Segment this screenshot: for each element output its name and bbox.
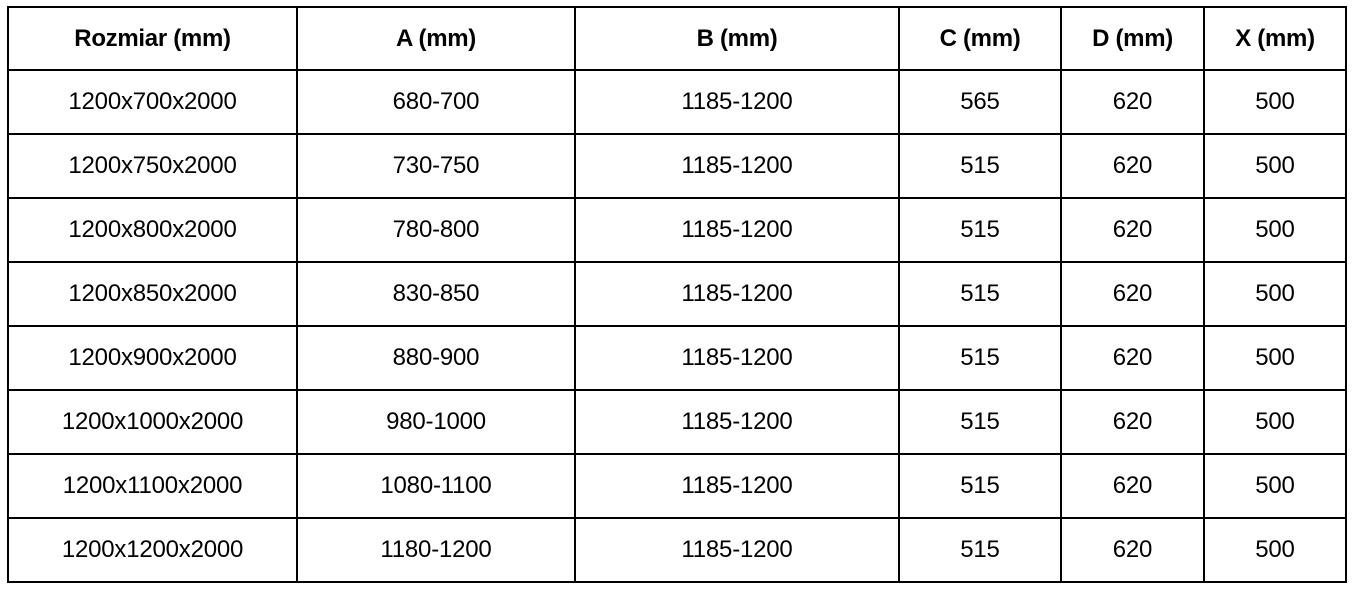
cell-a: 730-750 [296, 133, 576, 199]
cell-a: 880-900 [296, 325, 576, 391]
cell-size: 1200x700x2000 [7, 69, 298, 135]
column-header-d: D (mm) [1060, 6, 1205, 71]
cell-d: 620 [1060, 325, 1205, 391]
cell-b: 1185-1200 [574, 197, 900, 263]
dimensions-table: Rozmiar (mm) A (mm) B (mm) C (mm) D (mm) X (m… [7, 6, 1347, 583]
cell-b: 1185-1200 [574, 389, 900, 455]
cell-c: 515 [898, 453, 1062, 519]
table-row: 1200x1100x2000 1080-1100 1185-1200 515 620 50… [7, 453, 1347, 519]
cell-a: 980-1000 [296, 389, 576, 455]
cell-c: 515 [898, 517, 1062, 583]
table-row: 1200x900x2000 880-900 1185-1200 515 620 500 [7, 325, 1347, 391]
table-row: 1200x1000x2000 980-1000 1185-1200 515 620 500 [7, 389, 1347, 455]
cell-d: 620 [1060, 69, 1205, 135]
column-header-c: C (mm) [898, 6, 1062, 71]
column-header-b: B (mm) [574, 6, 900, 71]
cell-c: 515 [898, 389, 1062, 455]
cell-d: 620 [1060, 453, 1205, 519]
cell-a: 680-700 [296, 69, 576, 135]
table-row: 1200x750x2000 730-750 1185-1200 515 620 500 [7, 133, 1347, 199]
cell-x: 500 [1203, 261, 1347, 327]
cell-a: 830-850 [296, 261, 576, 327]
cell-size: 1200x750x2000 [7, 133, 298, 199]
table-row: 1200x800x2000 780-800 1185-1200 515 620 500 [7, 197, 1347, 263]
cell-d: 620 [1060, 389, 1205, 455]
cell-b: 1185-1200 [574, 261, 900, 327]
cell-b: 1185-1200 [574, 453, 900, 519]
cell-x: 500 [1203, 69, 1347, 135]
cell-b: 1185-1200 [574, 133, 900, 199]
cell-c: 515 [898, 133, 1062, 199]
cell-d: 620 [1060, 517, 1205, 583]
cell-d: 620 [1060, 133, 1205, 199]
cell-size: 1200x850x2000 [7, 261, 298, 327]
cell-x: 500 [1203, 325, 1347, 391]
cell-x: 500 [1203, 389, 1347, 455]
cell-b: 1185-1200 [574, 325, 900, 391]
table-row: 1200x1200x2000 1180-1200 1185-1200 515 620 50… [7, 517, 1347, 583]
header-row: Rozmiar (mm) A (mm) B (mm) C (mm) D (mm) X (m… [7, 6, 1347, 71]
cell-a: 1080-1100 [296, 453, 576, 519]
column-header-size: Rozmiar (mm) [7, 6, 298, 71]
cell-a: 1180-1200 [296, 517, 576, 583]
cell-c: 515 [898, 197, 1062, 263]
cell-x: 500 [1203, 453, 1347, 519]
cell-size: 1200x900x2000 [7, 325, 298, 391]
cell-b: 1185-1200 [574, 517, 900, 583]
cell-c: 515 [898, 261, 1062, 327]
cell-c: 515 [898, 325, 1062, 391]
table-row: 1200x700x2000 680-700 1185-1200 565 620 500 [7, 69, 1347, 135]
cell-x: 500 [1203, 197, 1347, 263]
table-row: 1200x850x2000 830-850 1185-1200 515 620 500 [7, 261, 1347, 327]
column-header-a: A (mm) [296, 6, 576, 71]
cell-d: 620 [1060, 197, 1205, 263]
cell-d: 620 [1060, 261, 1205, 327]
cell-size: 1200x1000x2000 [7, 389, 298, 455]
column-header-x: X (mm) [1203, 6, 1347, 71]
cell-size: 1200x1200x2000 [7, 517, 298, 583]
cell-a: 780-800 [296, 197, 576, 263]
cell-x: 500 [1203, 133, 1347, 199]
cell-x: 500 [1203, 517, 1347, 583]
cell-size: 1200x1100x2000 [7, 453, 298, 519]
cell-b: 1185-1200 [574, 69, 900, 135]
cell-c: 565 [898, 69, 1062, 135]
cell-size: 1200x800x2000 [7, 197, 298, 263]
